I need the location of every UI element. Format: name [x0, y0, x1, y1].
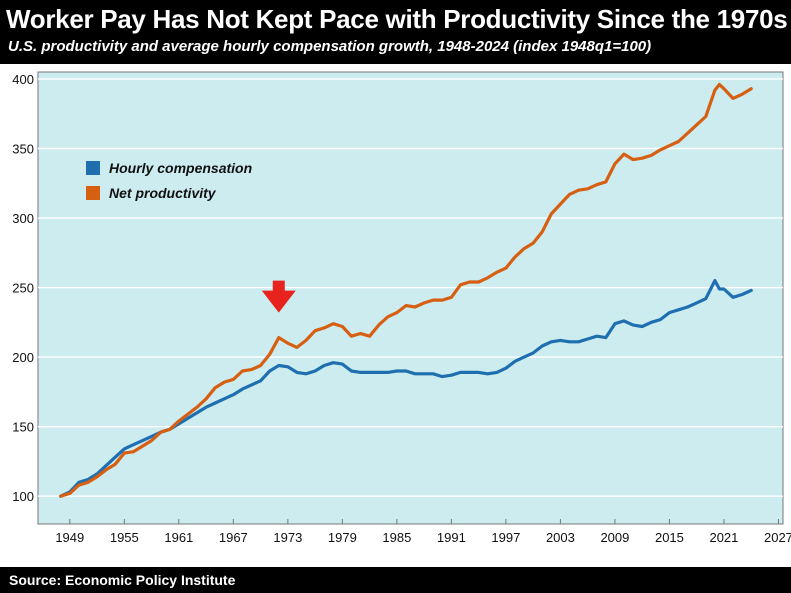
y-tick-label-250: 250: [12, 281, 34, 296]
x-tick-label-2027: 2027: [764, 530, 791, 545]
x-tick-label-2009: 2009: [600, 530, 629, 545]
series-lines: [59, 82, 753, 498]
legend-label-compensation: Hourly compensation: [109, 160, 252, 176]
annotation-arrow: [261, 280, 296, 313]
x-tick-label-1961: 1961: [164, 530, 193, 545]
source-note: Source: Economic Policy Institute: [9, 572, 236, 588]
source-banner: Source: Economic Policy Institute: [0, 567, 791, 593]
legend: Hourly compensation Net productivity: [86, 160, 252, 201]
title-banner: Worker Pay Has Not Kept Pace with Produc…: [0, 0, 791, 64]
x-tick-label-1955: 1955: [110, 530, 139, 545]
y-tick-label-400: 400: [12, 72, 34, 87]
x-tick-label-1991: 1991: [437, 530, 466, 545]
y-gridlines: [38, 78, 783, 497]
x-tick-label-2015: 2015: [655, 530, 684, 545]
chart-subtitle: U.S. productivity and average hourly com…: [8, 38, 652, 55]
red-arrow-icon: [261, 280, 296, 313]
y-tick-label-100: 100: [12, 489, 34, 504]
x-tick-label-1985: 1985: [382, 530, 411, 545]
chart-panel: 100 150 200 250 300 350 400 1949 1955 1961 1967 19…: [0, 64, 791, 564]
x-tick-label-1979: 1979: [328, 530, 357, 545]
y-tick-label-300: 300: [12, 211, 34, 226]
x-tick-label-2021: 2021: [709, 530, 738, 545]
plot-area: [37, 71, 784, 525]
series-line-net-productivity: [59, 82, 753, 498]
y-tick-label-200: 200: [12, 350, 34, 365]
legend-swatch-compensation: [86, 161, 100, 175]
y-tick-label-350: 350: [12, 141, 34, 156]
legend-label-productivity: Net productivity: [109, 185, 217, 201]
y-tick-label-150: 150: [12, 420, 34, 435]
y-axis-tick-labels: 100 150 200 250 300 350 400: [12, 72, 34, 504]
x-axis-ticks: [69, 519, 779, 524]
x-tick-label-1967: 1967: [219, 530, 248, 545]
legend-swatch-productivity: [86, 186, 100, 200]
x-tick-label-1973: 1973: [273, 530, 302, 545]
x-tick-label-1949: 1949: [55, 530, 84, 545]
x-tick-label-2003: 2003: [546, 530, 575, 545]
x-tick-label-1997: 1997: [491, 530, 520, 545]
chart-title: Worker Pay Has Not Kept Pace with Produc…: [6, 4, 788, 34]
x-axis-tick-labels: 1949 1955 1961 1967 1973 1979 1985 1991 1997 2003…: [55, 530, 791, 545]
series-line-hourly-compensation: [59, 279, 753, 498]
